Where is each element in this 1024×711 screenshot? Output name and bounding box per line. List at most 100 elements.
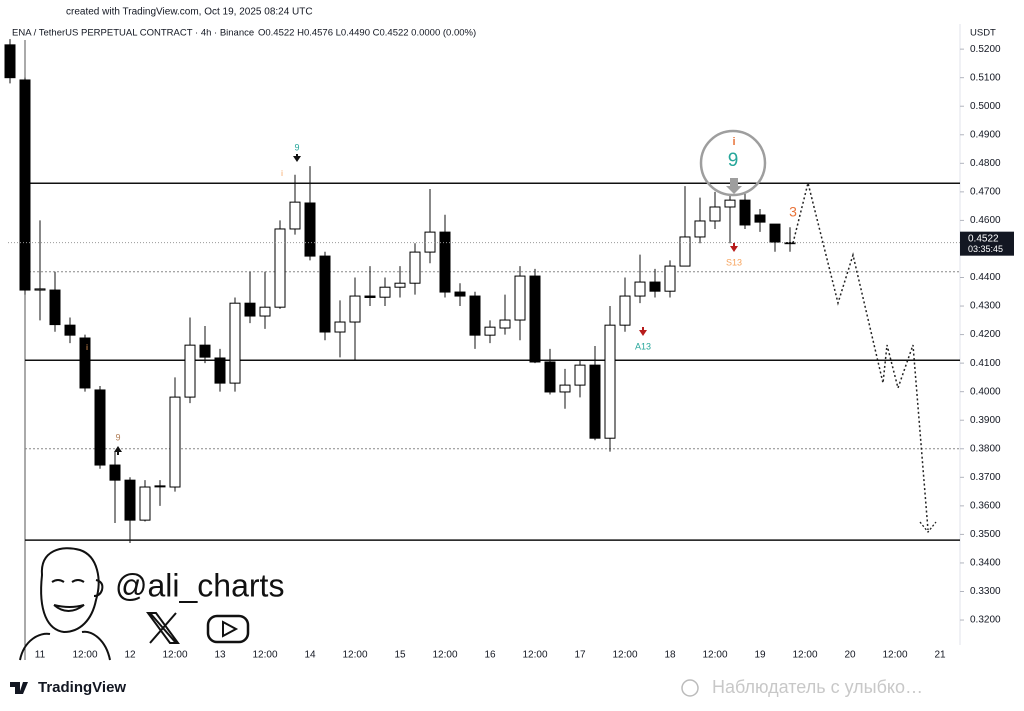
candle-body: [679, 236, 691, 267]
created-note: created with TradingView.com, Oct 19, 20…: [66, 7, 313, 18]
candle-body: [709, 206, 721, 222]
x-tick-label: 12:00: [792, 650, 817, 661]
brand: TradingView: [38, 679, 126, 696]
td-arrow: [726, 178, 742, 194]
countdown: 03:35:45: [968, 244, 1003, 254]
candle-body: [169, 396, 181, 488]
td-arrow: [639, 327, 647, 336]
candle-body: [649, 281, 661, 292]
candle-body: [409, 251, 421, 284]
td-label: 9: [115, 432, 120, 442]
watermark: Наблюдатель с улыбко…: [712, 677, 923, 697]
ohlc-legend: O0.4522 H0.4576 L0.4490 C0.4522 0.0000 (…: [258, 28, 476, 39]
y-tick-label: 0.3800: [970, 443, 1001, 454]
y-tick-label: 0.4800: [970, 158, 1001, 169]
candle-body: [289, 201, 301, 230]
candle-body: [364, 295, 376, 298]
candle-body: [589, 364, 601, 439]
x-tick-label: 12:00: [162, 650, 187, 661]
handle: @ali_charts: [115, 567, 284, 603]
x-tick-label: 19: [754, 650, 766, 661]
watermark-icon: [681, 679, 699, 697]
projection-arrow: [919, 521, 937, 534]
currency: USDT: [970, 28, 996, 39]
candle-body: [379, 286, 391, 298]
y-tick-label: 0.4300: [970, 301, 1001, 312]
last-price-label: 0.4522: [968, 233, 999, 244]
y-tick-label: 0.3600: [970, 500, 1001, 511]
td-label: 3: [789, 204, 797, 220]
candle-body: [454, 291, 466, 297]
y-tick-label: 0.4100: [970, 358, 1001, 369]
y-tick-label: 0.3900: [970, 415, 1001, 426]
td-label: 9: [728, 150, 739, 171]
youtube-play: [222, 620, 239, 638]
candle-body: [124, 479, 136, 521]
y-tick-label: 0.3700: [970, 472, 1001, 483]
td-arrow: [293, 154, 301, 162]
x-tick-label: 12:00: [252, 650, 277, 661]
candle-body: [724, 199, 736, 208]
td-label: i: [86, 343, 88, 352]
candle-body: [79, 337, 91, 389]
candle-body: [139, 486, 151, 521]
candle-body: [514, 275, 526, 321]
y-tick-label: 0.3500: [970, 529, 1001, 540]
candle-body: [109, 464, 121, 481]
y-tick-label: 0.3400: [970, 558, 1001, 569]
candle-body: [694, 220, 706, 238]
td-arrow: [114, 446, 122, 455]
candle-body: [559, 384, 571, 393]
candle-body: [619, 295, 631, 326]
y-tick-label: 0.5100: [970, 72, 1001, 83]
candle-body: [274, 228, 286, 308]
candle-body: [304, 202, 316, 257]
candle-body: [574, 364, 586, 386]
x-tick-label: 14: [304, 650, 316, 661]
y-tick-label: 0.4600: [970, 215, 1001, 226]
highlight-circle: [699, 129, 767, 197]
candle-body: [94, 389, 106, 466]
candle-body: [469, 295, 481, 336]
last-price-box: [960, 231, 1014, 256]
candle-body: [334, 321, 346, 333]
candle-body: [499, 319, 511, 329]
candle-body: [4, 44, 16, 79]
candle-body: [214, 357, 226, 384]
candle-body: [229, 302, 241, 384]
x-tick-label: 12:00: [882, 650, 907, 661]
candle-body: [754, 214, 766, 223]
x-tick-label: 12:00: [522, 650, 547, 661]
candle-body: [484, 326, 496, 336]
y-tick-label: 0.3200: [970, 615, 1001, 626]
author-face: [19, 547, 111, 661]
y-tick-label: 0.4700: [970, 187, 1001, 198]
candle-body: [184, 344, 196, 398]
td-label: A13: [635, 341, 651, 351]
y-tick-label: 0.3300: [970, 586, 1001, 597]
candle-body: [529, 275, 541, 363]
candle-body: [604, 324, 616, 439]
x-tick-label: 18: [664, 650, 676, 661]
x-tick-label: 11: [35, 650, 46, 661]
candle-body: [664, 265, 676, 292]
candle-body: [49, 289, 61, 326]
candle-body: [19, 79, 31, 291]
candle-body: [349, 295, 361, 323]
x-tick-label: 15: [394, 650, 406, 661]
candle-body: [259, 306, 271, 317]
x-tick-label: 13: [214, 650, 226, 661]
y-tick-label: 0.4000: [970, 386, 1001, 397]
x-tick-label: 12:00: [342, 650, 367, 661]
x-tick-label: 16: [484, 650, 496, 661]
td-label: i: [732, 136, 735, 148]
x-tick-label: 12:00: [432, 650, 457, 661]
x-tick-label: 12:00: [612, 650, 637, 661]
x-tick-label: 12:00: [72, 650, 97, 661]
x-tick-label: 12: [124, 650, 136, 661]
y-tick-label: 0.5000: [970, 101, 1001, 112]
candle-body: [634, 281, 646, 297]
x-tick-label: 20: [844, 650, 856, 661]
